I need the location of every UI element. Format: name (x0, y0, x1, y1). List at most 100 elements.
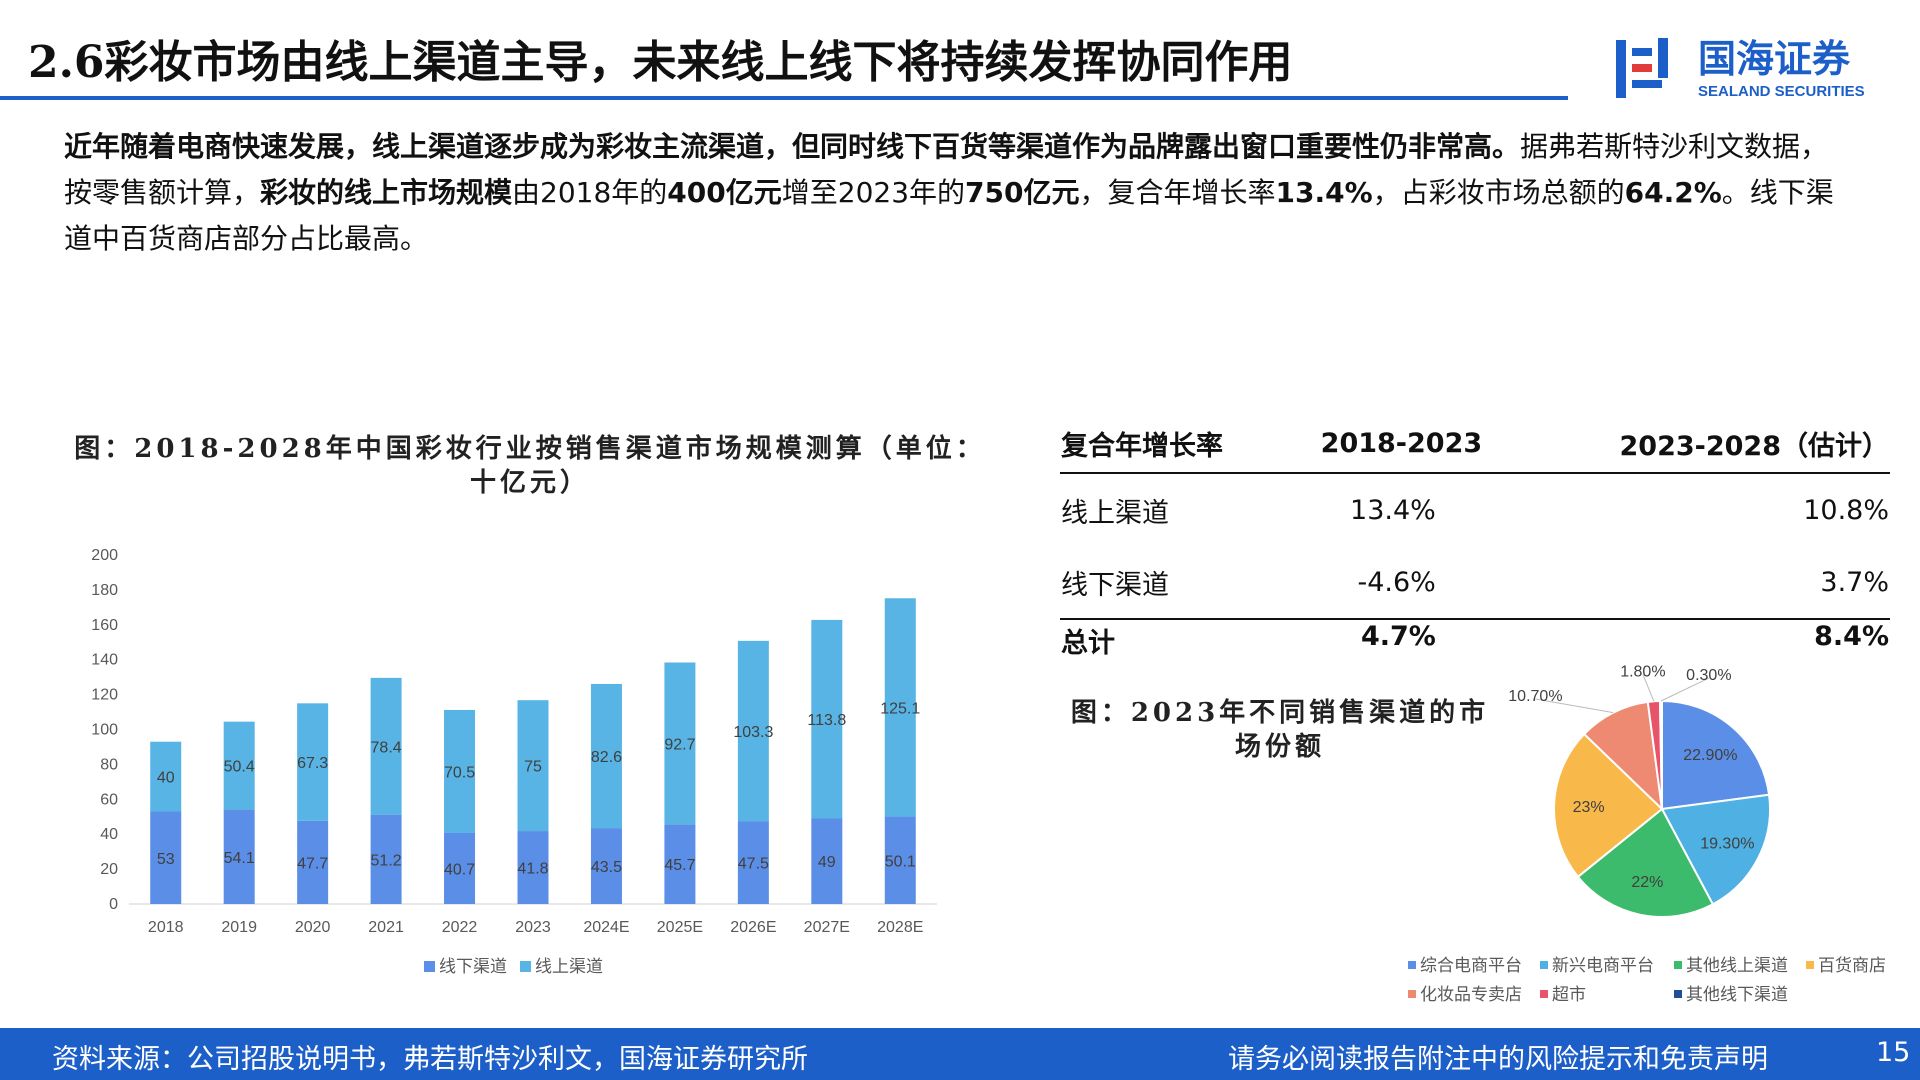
data-label: 78.4 (371, 739, 402, 756)
intro-segment: 。线下渠道中百货商店部分占比最高。 (64, 176, 1834, 255)
footer: 资料来源：公司招股说明书，弗若斯特沙利文，国海证券研究所 请务必阅读报告附注中的… (0, 1028, 1920, 1080)
data-label: 113.8 (807, 712, 846, 729)
intro-segment: 据弗若斯特沙利文数据，按零售额计算， (64, 130, 1829, 209)
logo: 国海证券 SEALAND SECURITIES (1616, 38, 1865, 100)
bar (223, 809, 255, 904)
x-tick-label: 2018 (148, 919, 184, 936)
y-tick-label: 80 (100, 756, 118, 773)
pie-slice (1576, 807, 1715, 918)
legend-marker (1674, 990, 1682, 998)
bar (444, 709, 476, 833)
bar (590, 683, 622, 829)
pie-slice (1553, 732, 1664, 879)
legend-marker (1674, 961, 1682, 969)
data-label: 47.7 (297, 855, 328, 872)
data-label: 0.30% (1686, 667, 1731, 684)
data-label: 92.7 (664, 736, 695, 753)
y-tick-label: 140 (91, 652, 118, 669)
data-label: 22% (1631, 874, 1663, 891)
data-label: 50.1 (885, 853, 916, 870)
table-cell: 总计 (1060, 618, 1286, 664)
y-tick-label: 100 (91, 722, 118, 739)
bar (150, 811, 182, 904)
leader-line (1535, 698, 1614, 714)
data-label: 82.6 (591, 749, 622, 766)
data-label: 40.7 (444, 861, 475, 878)
intro-text: 近年随着电商快速发展，线上渠道逐步成为彩妆主流渠道，但同时线下百货等渠道作为品牌… (64, 124, 1854, 262)
legend-marker (520, 961, 531, 972)
legend-label: 百货商店 (1818, 956, 1886, 975)
table-cell: 线上渠道 (1061, 497, 1169, 529)
data-label: 75 (524, 759, 542, 776)
intro-segment: 13.4% (1275, 176, 1373, 209)
bar (370, 814, 402, 904)
table-cell: 8.4% (1515, 618, 1890, 664)
logo-bar (1632, 64, 1652, 72)
table-header-cell: 2023-2028（估计） (1515, 414, 1890, 474)
bar (811, 619, 843, 819)
bar (444, 832, 476, 904)
bar (737, 821, 769, 904)
legend-label: 新兴电商平台 (1552, 956, 1654, 975)
y-tick-label: 0 (109, 896, 118, 913)
y-tick-label: 200 (91, 547, 118, 564)
x-tick-label: 2025E (657, 919, 703, 936)
table-header-cell: 复合年增长率 (1060, 414, 1286, 474)
legend-marker (1408, 990, 1416, 998)
logo-bar (1632, 48, 1652, 56)
table-header-cell: 2018-2023 (1286, 414, 1516, 474)
y-tick-label: 20 (100, 861, 118, 878)
table-cell: 3.7% (1820, 566, 1889, 598)
intro-segment: 64.2% (1624, 176, 1722, 209)
pie-slice (1660, 793, 1771, 906)
legend-label: 其他线下渠道 (1686, 985, 1788, 1004)
data-label: 47.5 (738, 856, 769, 873)
y-tick-label: 40 (100, 826, 118, 843)
y-tick-label: 180 (91, 582, 118, 599)
y-tick-label: 60 (100, 791, 118, 808)
data-label: 40 (157, 770, 175, 787)
data-label: 45.7 (664, 857, 695, 874)
y-tick-label: 120 (91, 687, 118, 704)
pie-slice (1661, 699, 1771, 811)
data-label: 10.70% (1508, 688, 1562, 705)
bar (517, 700, 549, 832)
page-title: 2.6彩妆市场由线上渠道主导，未来线上线下将持续发挥协同作用 (28, 37, 1293, 88)
bar (150, 741, 182, 812)
data-label: 23% (1573, 799, 1605, 816)
legend-marker (1806, 961, 1814, 969)
legend-label: 其他线上渠道 (1686, 956, 1788, 975)
intro-segment: 750亿元 (965, 176, 1080, 209)
cagr-table: 复合年增长率 2018-2023 2023-2028（估计） 线上渠道 13.4% 10.… (1060, 414, 1890, 664)
legend-label: 超市 (1552, 985, 1586, 1004)
data-label: 70.5 (444, 764, 475, 781)
data-label: 41.8 (517, 861, 548, 878)
table-header-row: 复合年增长率 2018-2023 2023-2028（估计） (1060, 414, 1890, 474)
leader-line (1642, 674, 1655, 702)
bar (884, 816, 916, 904)
legend-label: 线上渠道 (535, 957, 603, 976)
bar (590, 828, 622, 904)
bar (223, 721, 255, 810)
data-label: 103.3 (733, 724, 773, 741)
intro-segment: 近年随着电商快速发展，线上渠道逐步成为彩妆主流渠道，但同时线下百货等渠道作为品牌… (64, 130, 1521, 163)
pie-chart: 22.90% 19.30% 22% 23% 10.70% 1.80% 0.30% 综合电商平台… (1408, 663, 1886, 1004)
data-label: 43.5 (591, 859, 622, 876)
logo-bar (1632, 80, 1662, 88)
logo-en: SEALAND SECURITIES (1698, 83, 1865, 100)
bar (370, 677, 402, 815)
table-cell: 线下渠道 (1061, 569, 1169, 601)
intro-segment: 彩妆的线上市场规模 (260, 176, 513, 209)
legend-marker (1540, 990, 1548, 998)
legend-label: 线下渠道 (439, 957, 507, 976)
data-label: 54.1 (224, 850, 255, 867)
bar (297, 703, 329, 821)
bar (664, 662, 696, 825)
chart-title: 图：2023年不同销售渠道的市场份额 (1070, 698, 1490, 762)
x-tick-label: 2019 (221, 919, 257, 936)
table-cell: 4.7% (1286, 618, 1516, 664)
data-label: 67.3 (297, 755, 328, 772)
table-cell: -4.6% (1357, 566, 1436, 598)
data-label: 125.1 (880, 700, 920, 717)
data-label: 53 (157, 851, 175, 868)
